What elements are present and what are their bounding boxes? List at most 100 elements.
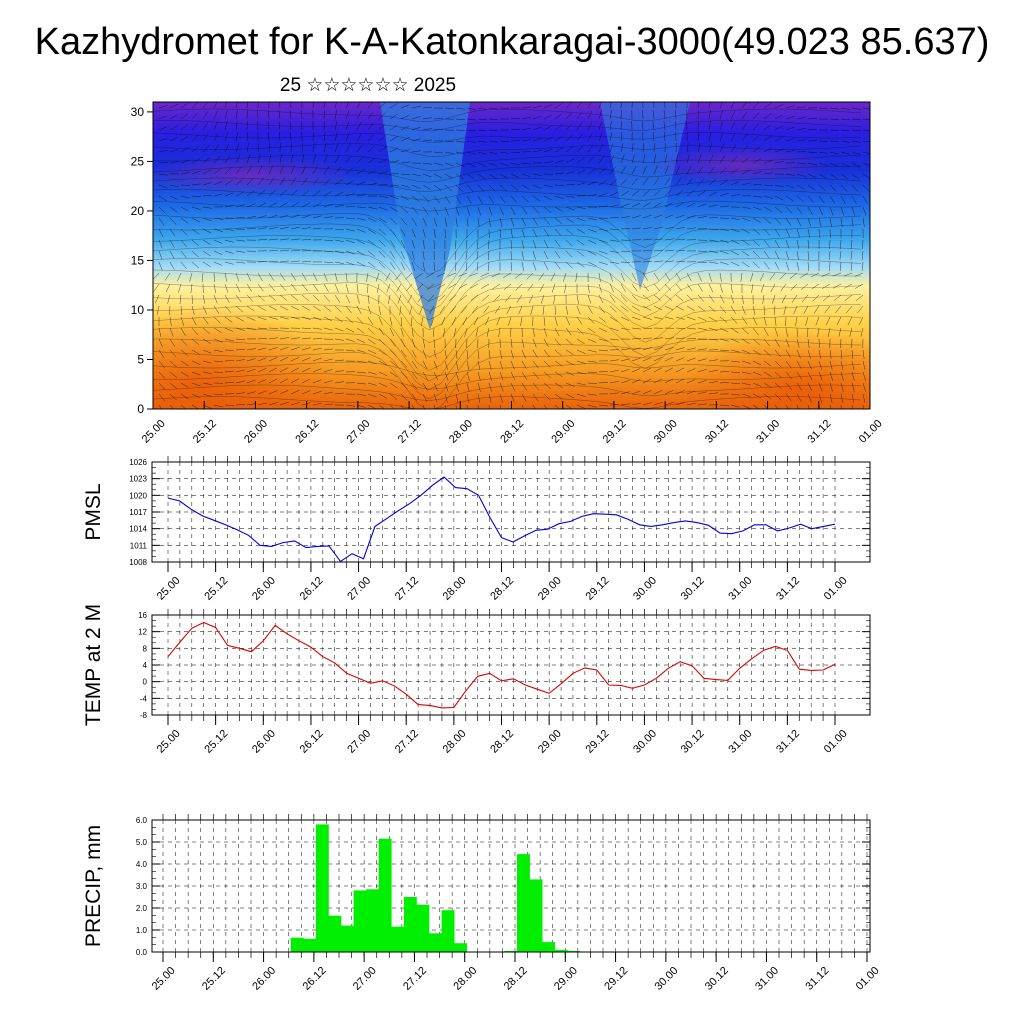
wind-barb bbox=[554, 147, 564, 153]
wind-barb bbox=[851, 217, 854, 227]
wind-barb bbox=[620, 368, 630, 373]
wind-barb bbox=[641, 120, 644, 131]
wind-barb bbox=[191, 393, 201, 398]
wind-barb bbox=[774, 371, 782, 379]
wind-barb bbox=[488, 195, 495, 204]
wind-barb bbox=[824, 305, 831, 314]
wind-barb bbox=[774, 161, 784, 164]
wind-barb bbox=[565, 404, 573, 409]
wind-barb bbox=[466, 118, 476, 121]
wind-barb bbox=[334, 102, 337, 109]
wind-barb bbox=[840, 162, 850, 167]
wind-barb bbox=[796, 162, 806, 165]
wind-barb bbox=[367, 404, 377, 409]
wind-barb bbox=[543, 327, 548, 337]
wind-barb bbox=[653, 305, 663, 311]
wind-barb bbox=[213, 239, 223, 244]
wind-barb bbox=[514, 272, 523, 279]
wind-barb bbox=[697, 102, 699, 109]
wind-barb bbox=[345, 272, 348, 282]
wind-barb bbox=[825, 316, 831, 326]
wind-barb bbox=[400, 239, 406, 249]
wind-barb bbox=[488, 261, 490, 272]
wind-barb bbox=[224, 360, 235, 362]
wind-barb bbox=[587, 349, 597, 353]
wind-barb bbox=[455, 162, 465, 167]
wind-barb bbox=[543, 250, 549, 260]
wind-barb bbox=[774, 393, 782, 401]
wind-barb bbox=[851, 118, 861, 121]
wind-barb bbox=[686, 379, 696, 384]
wind-barb bbox=[862, 118, 870, 120]
x-tick-label: 31.00 bbox=[754, 418, 782, 446]
wind-barb bbox=[862, 140, 870, 143]
wind-barb bbox=[818, 162, 828, 167]
wind-barb bbox=[741, 382, 751, 386]
x-tick-label: 31.12 bbox=[774, 728, 802, 756]
wind-barb bbox=[543, 148, 553, 153]
wind-barb bbox=[708, 228, 719, 230]
wind-barb bbox=[290, 214, 300, 219]
wind-barb bbox=[664, 337, 674, 340]
wind-barb bbox=[190, 283, 193, 293]
wind-barb bbox=[587, 393, 597, 396]
wind-barb bbox=[796, 184, 805, 190]
wind-barb bbox=[664, 283, 672, 291]
wind-barb bbox=[433, 382, 438, 392]
wind-barb bbox=[345, 193, 355, 197]
wind-barb bbox=[411, 195, 420, 202]
wind-barb bbox=[752, 102, 760, 109]
wind-barb bbox=[609, 369, 619, 373]
wind-barb bbox=[796, 404, 799, 409]
wind-barb bbox=[268, 177, 275, 186]
wind-barb bbox=[620, 358, 630, 362]
wind-barb bbox=[312, 178, 320, 186]
wind-barb bbox=[843, 283, 853, 289]
wind-barb bbox=[180, 195, 190, 199]
wind-barb bbox=[807, 261, 810, 272]
wind-barb bbox=[763, 382, 772, 389]
wind-barb bbox=[323, 348, 333, 351]
precip-bar bbox=[315, 824, 329, 952]
wind-barb bbox=[565, 158, 575, 164]
wind-barb bbox=[587, 360, 597, 363]
wind-barb bbox=[642, 283, 649, 292]
precip-bar bbox=[403, 897, 417, 952]
wind-barb bbox=[609, 217, 620, 219]
wind-barb bbox=[554, 172, 564, 175]
wind-barb bbox=[378, 338, 386, 346]
wind-barb bbox=[719, 404, 730, 407]
x-tick-label: 01.00 bbox=[822, 728, 850, 756]
wind-barb bbox=[862, 151, 870, 154]
wind-barb bbox=[191, 294, 193, 305]
wind-barb bbox=[444, 360, 448, 370]
wind-barb bbox=[796, 239, 800, 249]
wind-barb bbox=[493, 294, 501, 302]
wind-barb bbox=[191, 250, 199, 258]
wind-barb bbox=[279, 401, 289, 406]
wind-barb bbox=[388, 294, 391, 304]
wind-barb bbox=[378, 250, 386, 258]
wind-barb bbox=[180, 159, 190, 164]
wind-barb bbox=[389, 160, 399, 164]
wind-barb bbox=[719, 294, 725, 304]
wind-barb bbox=[169, 338, 176, 347]
wind-barb bbox=[697, 403, 707, 406]
wind-barb bbox=[664, 260, 674, 263]
wind-barb bbox=[620, 294, 628, 302]
wind-barb bbox=[345, 250, 355, 255]
wind-barb bbox=[411, 393, 418, 402]
wind-barb bbox=[587, 327, 596, 334]
wind-barb bbox=[169, 114, 178, 120]
wind-barb bbox=[510, 239, 513, 250]
wind-barb bbox=[345, 228, 355, 232]
wind-barb bbox=[730, 261, 740, 267]
wind-barb bbox=[697, 272, 702, 282]
wind-barb bbox=[213, 360, 224, 363]
wind-barb bbox=[741, 261, 750, 268]
wind-barb bbox=[598, 261, 608, 265]
wind-barb bbox=[653, 378, 663, 384]
wind-barb bbox=[587, 121, 593, 131]
wind-barb bbox=[796, 371, 803, 380]
wind-barb bbox=[235, 305, 243, 313]
